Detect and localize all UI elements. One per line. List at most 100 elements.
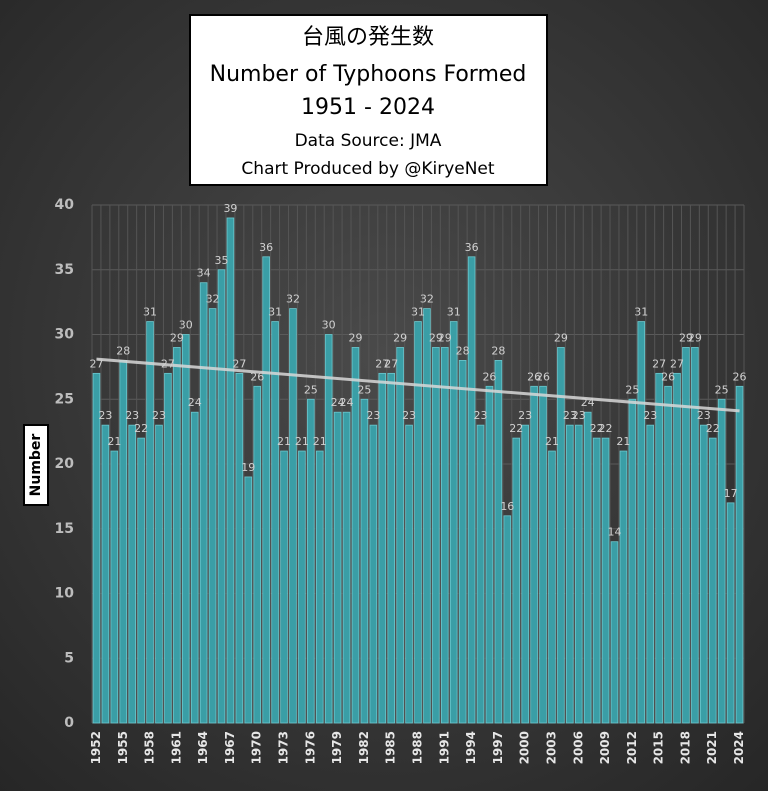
bar <box>307 398 315 724</box>
x-tick-label: 1985 <box>384 731 398 764</box>
data-label: 28 <box>491 344 505 357</box>
bar <box>494 359 503 724</box>
x-tick-label: 1952 <box>89 731 103 764</box>
data-label: 29 <box>170 331 184 344</box>
data-label: 26 <box>661 370 675 383</box>
subtitle: Chart Produced by @KiryeNet <box>241 159 494 179</box>
bar <box>351 347 360 724</box>
data-label: 25 <box>625 383 639 396</box>
data-label: 22 <box>590 422 604 435</box>
x-tick-label: 1988 <box>411 731 425 764</box>
data-label: 19 <box>241 461 255 474</box>
data-label: 27 <box>161 357 175 370</box>
bar <box>137 437 145 724</box>
x-tick-label: 2018 <box>678 731 692 764</box>
data-label: 23 <box>572 409 586 422</box>
x-tick-label: 2021 <box>705 731 719 764</box>
data-label: 21 <box>545 435 559 448</box>
bar <box>735 385 744 724</box>
data-label: 16 <box>500 500 514 513</box>
bar <box>155 424 163 724</box>
bar <box>557 347 565 724</box>
data-label: 32 <box>420 293 434 306</box>
data-label: 23 <box>402 409 416 422</box>
y-tick-label: 15 <box>55 521 74 537</box>
data-label: 24 <box>340 396 354 409</box>
data-label: 30 <box>322 319 336 332</box>
data-label: 25 <box>715 383 729 396</box>
data-label: 29 <box>554 331 568 344</box>
data-label: 27 <box>670 357 684 370</box>
data-label: 25 <box>357 383 371 396</box>
trend-line <box>96 357 740 413</box>
bar <box>700 424 708 724</box>
bar <box>199 282 208 724</box>
bar <box>574 424 583 724</box>
data-label: 34 <box>197 267 211 280</box>
data-label: 28 <box>116 344 130 357</box>
bar <box>682 347 690 724</box>
bar <box>619 450 628 724</box>
data-label: 26 <box>482 370 496 383</box>
bar <box>164 372 172 724</box>
bar <box>655 372 663 724</box>
y-axis-label: Number <box>28 434 44 497</box>
data-label: 23 <box>518 409 532 422</box>
data-label: 22 <box>706 422 720 435</box>
bar <box>110 450 119 724</box>
data-label: 26 <box>536 370 550 383</box>
y-tick-label: 35 <box>55 262 74 278</box>
data-label: 21 <box>616 435 630 448</box>
data-label: 23 <box>366 409 380 422</box>
bar <box>280 450 288 724</box>
chart-title: 1951 - 2024 <box>301 95 435 120</box>
y-label-box <box>23 424 49 506</box>
bar <box>315 450 324 724</box>
bar <box>378 372 387 724</box>
bar <box>673 372 681 724</box>
x-tick-label: 1958 <box>143 731 157 764</box>
x-tick-label: 1964 <box>196 731 210 764</box>
x-tick-label: 2003 <box>544 731 558 764</box>
bar <box>387 372 395 724</box>
bar <box>369 424 378 724</box>
bar <box>646 424 655 724</box>
x-tick-label: 1979 <box>330 731 344 764</box>
bar <box>244 476 253 724</box>
bar <box>467 256 476 724</box>
data-label: 31 <box>634 306 648 319</box>
x-tick-label: 1970 <box>250 731 264 764</box>
bar <box>271 321 279 724</box>
bar <box>610 541 619 724</box>
bar <box>691 347 699 724</box>
bar <box>548 450 556 724</box>
data-label: 29 <box>438 331 452 344</box>
data-label: 27 <box>652 357 666 370</box>
data-label: 23 <box>563 409 577 422</box>
data-label: 22 <box>134 422 148 435</box>
y-tick-label: 5 <box>64 650 74 666</box>
data-label: 29 <box>688 331 702 344</box>
y-tick-label: 30 <box>55 327 75 343</box>
x-tick-label: 1997 <box>491 731 505 764</box>
x-tick-label: 2012 <box>625 731 639 764</box>
chart-title: 台風の発生数 <box>302 25 434 50</box>
bar <box>324 334 333 724</box>
data-label: 21 <box>295 435 309 448</box>
data-label: 29 <box>429 331 443 344</box>
data-label: 31 <box>268 306 282 319</box>
bar <box>190 411 199 724</box>
bar <box>289 308 297 724</box>
bar <box>298 450 306 724</box>
data-label: 23 <box>697 409 711 422</box>
bar <box>173 347 181 724</box>
bar <box>485 385 494 724</box>
bar <box>360 398 369 724</box>
x-tick-label: 2024 <box>732 731 746 764</box>
data-label: 39 <box>223 202 237 215</box>
bar <box>566 424 574 724</box>
data-label: 25 <box>304 383 318 396</box>
x-tick-label: 2015 <box>652 731 666 764</box>
bar <box>432 347 440 724</box>
bar <box>405 424 413 724</box>
